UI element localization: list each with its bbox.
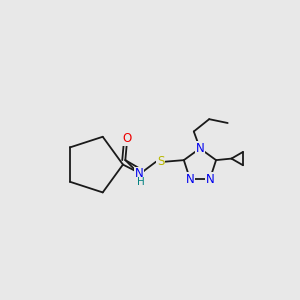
Text: N: N [135, 167, 144, 181]
Text: N: N [186, 172, 194, 186]
Text: O: O [122, 132, 131, 145]
Text: N: N [196, 142, 204, 155]
Text: H: H [137, 178, 145, 188]
Text: N: N [206, 172, 214, 186]
Text: S: S [157, 155, 164, 168]
